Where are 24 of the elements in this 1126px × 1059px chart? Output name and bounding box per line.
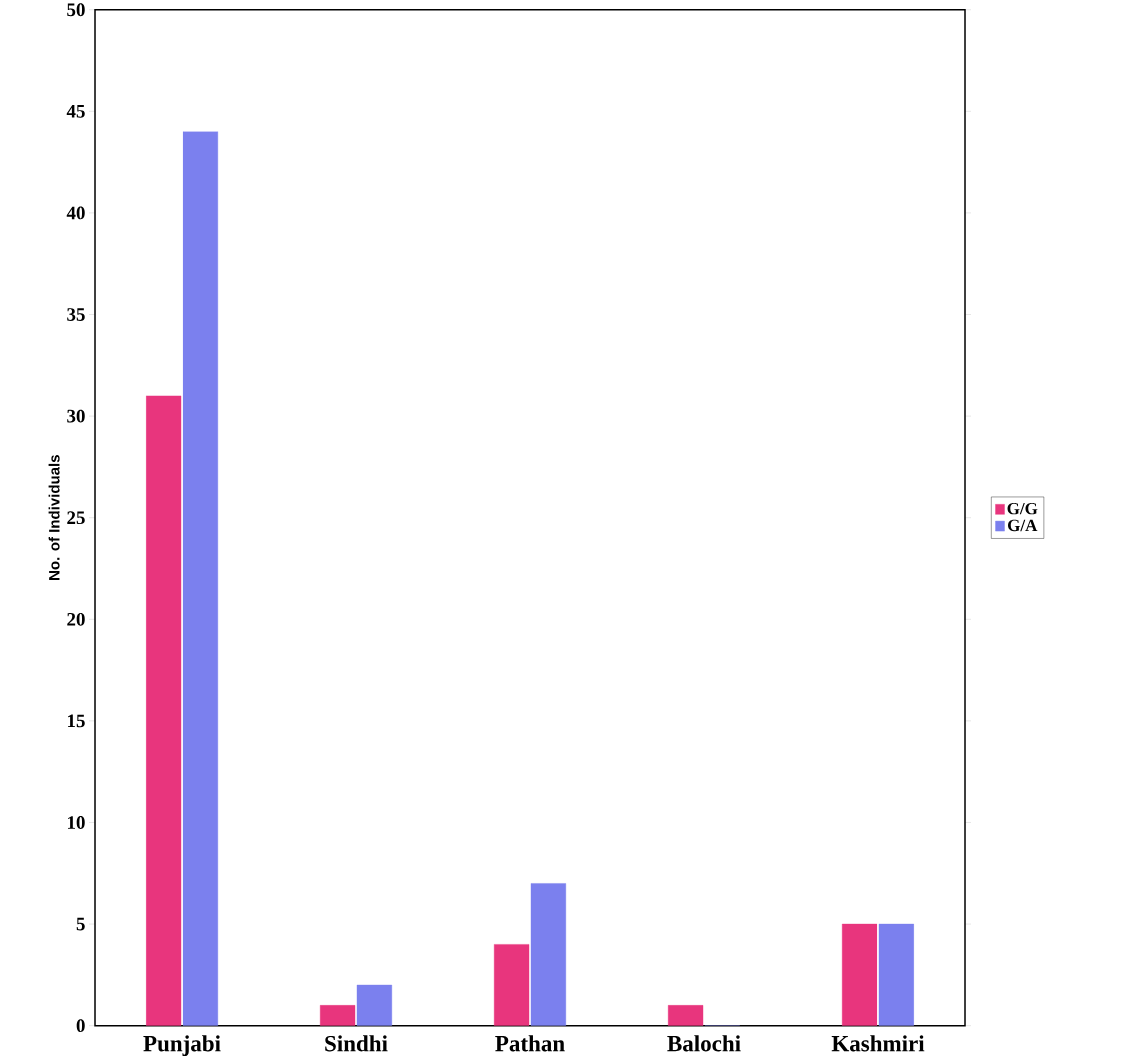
legend-label: G/A [1008, 519, 1038, 531]
y-tick-label: 25 [67, 511, 85, 524]
y-tick-label: 0 [76, 1019, 85, 1032]
y-tick-label: 5 [76, 917, 85, 931]
y-tick-label: 30 [67, 409, 85, 423]
y-tick-label: 20 [67, 612, 85, 626]
x-tick-label: Kashmiri [831, 1035, 925, 1052]
bar [146, 395, 182, 1026]
bar [494, 944, 530, 1026]
x-tick-label: Sindhi [325, 1035, 388, 1052]
y-tick-label: 45 [66, 104, 85, 118]
y-tick-label: 35 [67, 307, 85, 321]
y-tick-label: 10 [67, 815, 85, 829]
x-tick-label: Punjabi [143, 1035, 221, 1056]
x-tick-label: Pathan [495, 1035, 565, 1052]
bar [668, 1004, 704, 1026]
legend-label: G/G [1007, 502, 1038, 515]
y-tick-label: 50 [67, 3, 85, 16]
x-tick-label: Balochi [667, 1035, 741, 1052]
bar [320, 1004, 356, 1026]
y-axis-title: No. of Individuals [48, 454, 60, 580]
y-tick-label: 40 [66, 206, 85, 220]
y-tick-label: 15 [67, 714, 85, 728]
bar [842, 923, 878, 1026]
